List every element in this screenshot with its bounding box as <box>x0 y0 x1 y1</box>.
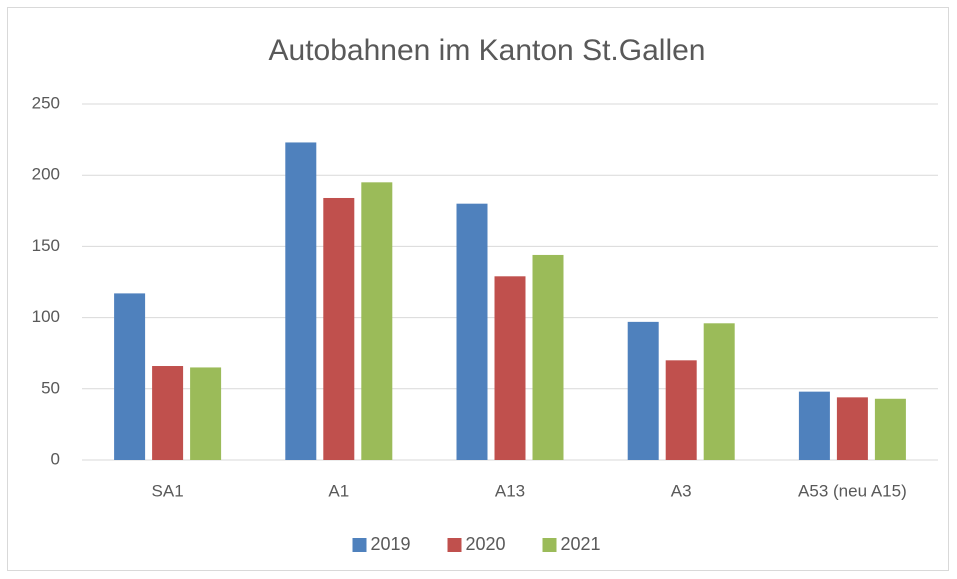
bar <box>361 182 393 460</box>
bar <box>152 366 184 460</box>
bar <box>190 367 222 460</box>
x-tick-label: A1 <box>328 481 349 500</box>
bar <box>494 276 526 460</box>
bar <box>798 391 830 460</box>
bar <box>114 293 146 460</box>
bar <box>532 254 564 460</box>
bar <box>703 323 735 460</box>
x-tick-label: A3 <box>671 481 692 500</box>
bar <box>323 197 355 460</box>
bar <box>627 321 659 460</box>
bar <box>665 360 697 460</box>
y-tick-label: 250 <box>32 93 60 112</box>
x-tick-label: SA1 <box>152 481 184 500</box>
y-tick-label: 0 <box>51 449 60 468</box>
legend-label: 2019 <box>371 534 411 554</box>
y-tick-label: 200 <box>32 165 60 184</box>
legend-label: 2021 <box>561 534 601 554</box>
y-tick-label: 100 <box>32 307 60 326</box>
chart-title: Autobahnen im Kanton St.Gallen <box>269 34 706 67</box>
bar <box>836 397 868 460</box>
legend-swatch <box>542 538 557 552</box>
legend-swatch <box>352 538 367 552</box>
legend-label: 2020 <box>466 534 506 554</box>
x-tick-label: A13 <box>495 481 525 500</box>
bar <box>285 142 317 460</box>
x-tick-label: A53 (neu A15) <box>798 481 907 500</box>
y-tick-label: 50 <box>41 378 60 397</box>
y-tick-label: 150 <box>32 236 60 255</box>
legend-swatch <box>447 538 462 552</box>
bar <box>874 398 906 460</box>
bar <box>456 203 488 460</box>
